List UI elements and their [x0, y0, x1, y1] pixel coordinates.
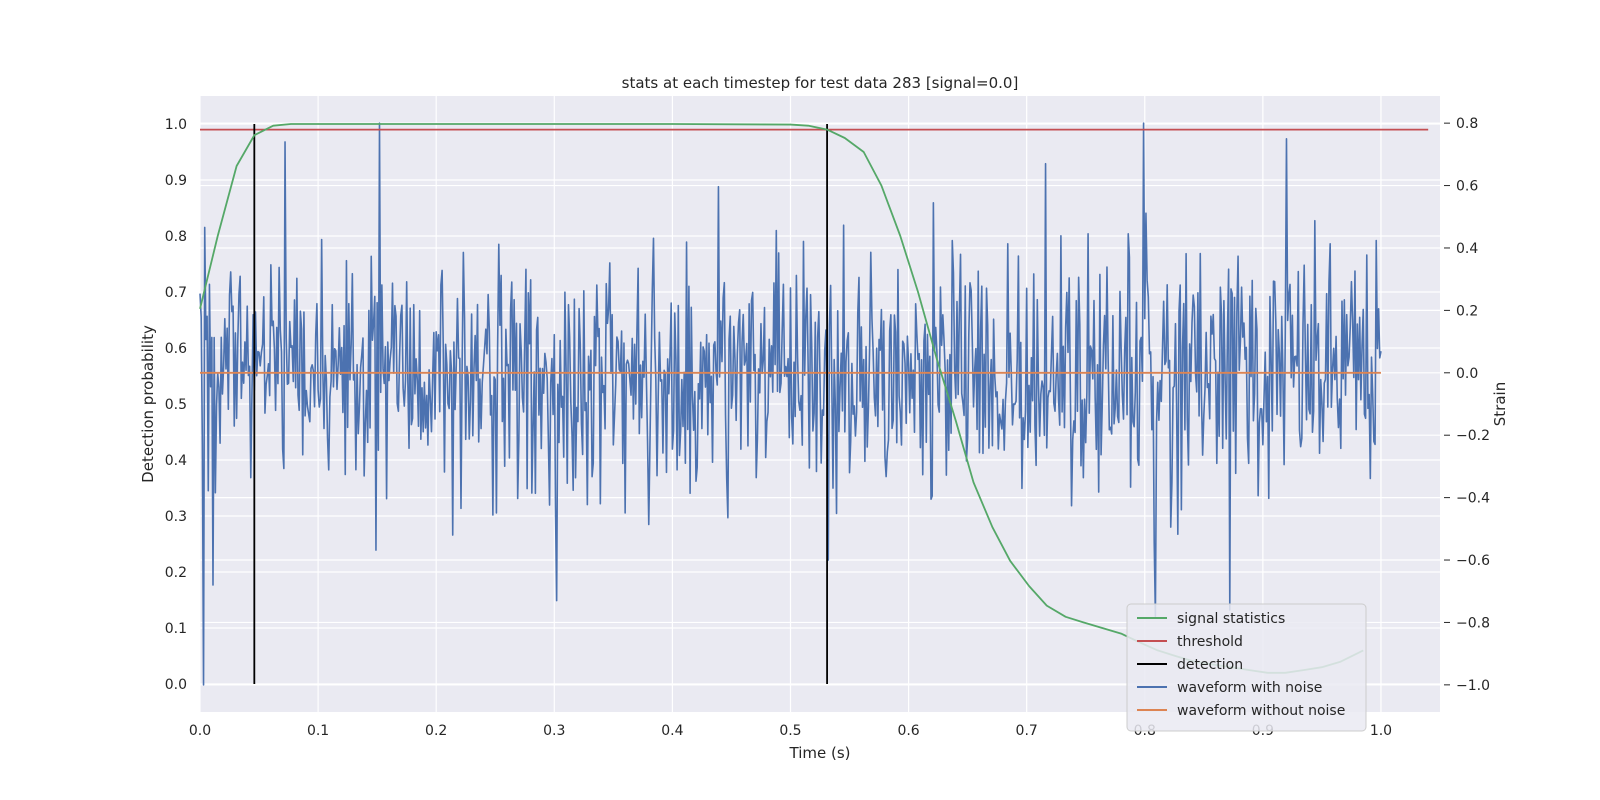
- y2-tick-label: 0.6: [1456, 179, 1478, 195]
- y2-tick-label: −0.6: [1456, 553, 1490, 569]
- y2-tick-label: −1.0: [1456, 678, 1490, 694]
- y2-tick-label: −0.8: [1456, 615, 1490, 631]
- y2-axis-title: Strain: [1491, 382, 1509, 426]
- y-tick-label: 0.4: [165, 453, 187, 469]
- legend-label: detection: [1177, 657, 1243, 673]
- x-tick-label: 0.1: [307, 723, 329, 739]
- y-tick-label: 0.0: [165, 677, 187, 693]
- y-tick-label: 0.1: [165, 621, 187, 637]
- x-tick-label: 0.6: [897, 723, 919, 739]
- y2-tick-label: −0.4: [1456, 491, 1490, 507]
- y-axis-title: Detection probability: [139, 325, 157, 483]
- legend-label: waveform with noise: [1177, 680, 1322, 696]
- y2-tick-label: 0.8: [1456, 116, 1478, 132]
- x-tick-label: 0.7: [1016, 723, 1038, 739]
- axes-layer: 0.0 0.1 0.2 0.3 0.4 0.5 0.6 0.7 0.8 0.9 1.0 0.0 0.1 0…: [165, 116, 1490, 739]
- x-tick-label: 1.0: [1370, 723, 1392, 739]
- x-axis-title: Time (s): [789, 744, 851, 762]
- y-tick-label: 0.8: [165, 229, 187, 245]
- y2-tick-label: 0.2: [1456, 303, 1478, 319]
- series-waveform-with-noise: [199, 122, 1382, 686]
- legend-label: signal statistics: [1177, 611, 1285, 627]
- y-tick-label: 1.0: [165, 117, 187, 133]
- y2-tick-label: 0.4: [1456, 241, 1478, 257]
- y2-tick-label: −0.2: [1456, 428, 1490, 444]
- chart-title: stats at each timestep for test data 283…: [622, 74, 1019, 92]
- x-tick-label: 0.5: [779, 723, 801, 739]
- x-tick-label: 0.3: [543, 723, 565, 739]
- x-tick-label: 0.4: [661, 723, 683, 739]
- x-tick-label: 0.0: [189, 723, 211, 739]
- legend-box: [1126, 603, 1367, 732]
- y-tick-label: 0.2: [165, 565, 187, 581]
- y2-tick-label: 0.0: [1456, 366, 1478, 382]
- legend-label: waveform without noise: [1177, 703, 1345, 719]
- y-tick-label: 0.6: [165, 341, 187, 357]
- y-tick-label: 0.7: [165, 285, 187, 301]
- y-tick-label: 0.3: [165, 509, 187, 525]
- legend: signal statistics threshold detection wavef…: [1126, 603, 1367, 732]
- y-tick-label: 0.9: [165, 173, 187, 189]
- legend-label: threshold: [1177, 634, 1243, 650]
- y-tick-label: 0.5: [165, 397, 187, 413]
- x-tick-label: 0.2: [425, 723, 447, 739]
